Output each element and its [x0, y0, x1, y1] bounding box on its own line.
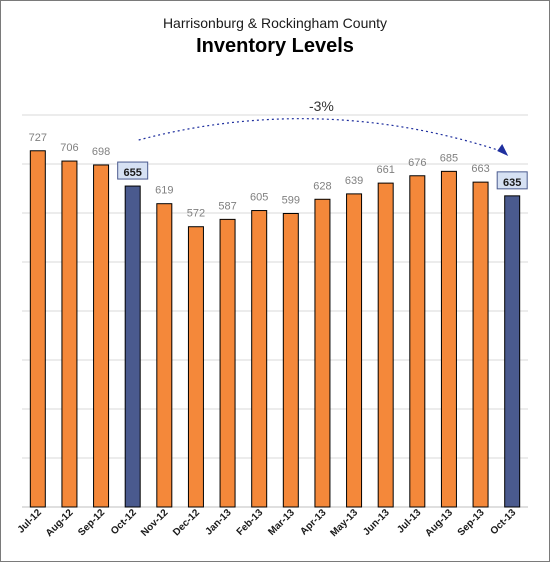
bar-jan-13: [219, 218, 236, 508]
highlight-label-box: [117, 161, 149, 180]
bar-jul-13: [409, 175, 426, 508]
x-tick-label: Sep-13: [456, 507, 487, 538]
x-tick-label: Oct-12: [109, 507, 139, 537]
bar-dec-12: [187, 226, 204, 508]
bar-jul-12: [29, 150, 46, 508]
bar-series: [29, 150, 521, 508]
x-tick-label: Mar-13: [266, 507, 297, 538]
x-tick-label: Sep-12: [76, 507, 107, 538]
x-tick-label: Apr-13: [298, 507, 328, 537]
change-annotation: -3%: [138, 95, 509, 156]
value-label: 727: [29, 132, 47, 144]
bar-may-13: [346, 193, 363, 508]
chart-title: Inventory Levels: [196, 35, 354, 57]
value-label: 676: [408, 157, 426, 169]
bar-sep-13: [472, 181, 489, 508]
x-tick-label: Aug-12: [44, 507, 76, 539]
bar-feb-13: [251, 210, 268, 508]
x-tick-label: Dec-12: [171, 507, 202, 538]
x-tick-label: May-13: [328, 507, 360, 539]
highlight-label-box: [496, 171, 528, 190]
value-label: 587: [218, 200, 236, 212]
value-label: 639: [345, 175, 363, 187]
x-tick-label: Feb-13: [235, 507, 266, 538]
change-percent-label: -3%: [309, 98, 334, 114]
bar-apr-13: [314, 198, 331, 508]
change-arrowhead: [497, 144, 509, 156]
value-label: 661: [377, 164, 395, 176]
chart-subtitle: Harrisonburg & Rockingham County: [162, 15, 388, 31]
value-label: 663: [471, 163, 489, 175]
x-tick-label: Aug-13: [423, 507, 455, 539]
bar-jun-13: [377, 182, 394, 508]
bar-aug-12: [61, 160, 78, 508]
value-label: 599: [282, 194, 300, 206]
x-tick-label: Oct-13: [489, 507, 519, 537]
bar-nov-12: [156, 203, 173, 508]
bar-sep-12: [93, 164, 110, 508]
x-tick-label: Nov-12: [139, 507, 171, 539]
value-label: 605: [250, 192, 268, 204]
value-label: 619: [155, 185, 173, 197]
x-tick-label: Jun-13: [361, 507, 392, 538]
change-arrow-line: [138, 118, 505, 153]
bar-oct-12: [124, 185, 141, 508]
value-label: 572: [187, 208, 205, 220]
bar-aug-13: [440, 170, 457, 508]
x-tick-label: Jan-13: [203, 507, 233, 537]
value-label: 706: [60, 142, 78, 154]
bar-mar-13: [282, 212, 299, 508]
x-tick-labels: Jul-12 Aug-12 Sep-12 Oct-12 Nov-12 Dec-12 Jan-…: [16, 507, 519, 539]
value-label: 628: [313, 180, 331, 192]
x-tick-label: Jul-13: [395, 507, 424, 536]
value-label: 685: [440, 152, 458, 164]
value-label: 635: [503, 177, 521, 189]
x-tick-label: Jul-12: [16, 507, 45, 536]
value-label: 698: [92, 146, 110, 158]
value-label: 655: [124, 167, 142, 179]
bar-oct-13: [504, 195, 521, 508]
value-labels: 727 706 698 655 619 572 587 605 599 628 639 661 676 6…: [29, 132, 528, 220]
